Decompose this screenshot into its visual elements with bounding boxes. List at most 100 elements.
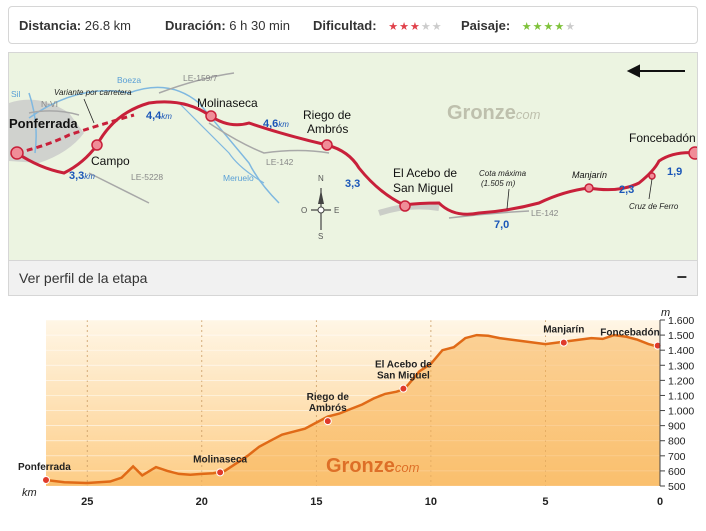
river-boeza: [28, 86, 280, 204]
duration-stat: Duración: 6 h 30 min: [165, 18, 290, 33]
map-watermark: Gronzecom: [447, 102, 541, 124]
compass-s: S: [318, 232, 323, 241]
y-tick-label: 1.400: [668, 345, 694, 357]
annotation-high-point-2: (1.505 m): [481, 179, 516, 188]
compass-e: E: [334, 206, 339, 215]
river-label-boeza: Boeza: [117, 75, 141, 85]
town-point-ponferrada: [10, 146, 24, 160]
waypoint-label: El Acebo de: [375, 360, 432, 371]
camino-route: [16, 100, 697, 216]
stage-map[interactable]: N S E O Gronzecom Ponferrada Campo Molin…: [8, 52, 698, 260]
stage-summary-bar: Distancia: 26.8 km Duración: 6 h 30 min …: [8, 6, 698, 44]
landscape-star-icon: ★: [543, 21, 555, 33]
road-label-n-vi: N-VI: [41, 99, 58, 109]
compass-rose-icon: [311, 188, 331, 230]
landscape-star-icon: ★: [532, 21, 544, 33]
town-point-manjarin: [584, 183, 594, 193]
waypoint-label: San Miguel: [377, 371, 430, 382]
waypoint-marker: [216, 468, 225, 477]
landscape-star-icon: ★: [554, 21, 566, 33]
label-foncebadon: Foncebadón: [629, 131, 696, 145]
waypoint-marker: [323, 417, 332, 426]
town-point-acebo: [399, 200, 411, 212]
landscape-star-icon: ★: [521, 21, 533, 33]
x-tick-label: 10: [425, 496, 437, 508]
y-axis-label: m: [661, 307, 670, 319]
difficulty-stat: Dificultad: ★★★★★: [313, 18, 443, 33]
distance-label: Distancia:: [19, 18, 82, 33]
landscape-label: Paisaje:: [461, 18, 511, 33]
x-tick-label: 5: [542, 496, 548, 508]
annotation-variant: Variante por carretera: [54, 88, 132, 97]
y-tick-label: 900: [668, 421, 686, 433]
difficulty-label: Dificultad:: [313, 18, 377, 33]
town-point-campo: [91, 139, 103, 151]
profile-toggle-label: Ver perfil de la etapa: [19, 270, 148, 286]
river-label-sil: Sil: [11, 89, 21, 99]
chart-watermark: Gronzecom: [326, 455, 420, 477]
segment-distance-5: 7,0: [494, 219, 509, 231]
road-le-159-7: [158, 72, 235, 94]
difficulty-star-icon: ★: [409, 21, 421, 33]
y-tick-label: 500: [668, 481, 686, 493]
road-label-le-142-b: LE-142: [531, 208, 559, 218]
label-riego-2: Ambrós: [307, 122, 348, 136]
road-label-le-159-7: LE-159/7: [183, 73, 218, 83]
waypoint-label: Ambrós: [309, 403, 347, 414]
distance-value: 26.8 km: [84, 18, 132, 33]
label-molinaseca: Molinaseca: [197, 96, 258, 110]
landscape-stat: Paisaje: ★★★★★: [461, 18, 576, 33]
road-le-5228: [88, 172, 150, 204]
x-tick-label: 20: [196, 496, 208, 508]
y-tick-label: 700: [668, 451, 686, 463]
waypoint-label: Molinaseca: [193, 454, 247, 465]
landscape-star-icon: ★: [565, 21, 577, 33]
waypoint-marker: [653, 341, 662, 350]
elevation-line: [45, 333, 661, 485]
label-manjarin: Manjarín: [572, 170, 607, 180]
x-axis-label: km: [22, 487, 37, 499]
cross-leader: [648, 178, 653, 200]
annotation-high-point-1: Cota máxima: [479, 169, 527, 178]
road-n-vi: [28, 110, 80, 116]
waypoint-label: Riego de: [307, 392, 350, 403]
distance-stat: Distancia: 26.8 km: [19, 18, 131, 33]
elevation-area: [46, 335, 660, 486]
high-point-leader: [506, 188, 510, 210]
waypoint-marker: [559, 338, 568, 347]
town-point-riego: [321, 139, 333, 151]
town-point-cruz: [648, 172, 656, 180]
compass-o: O: [301, 206, 307, 215]
y-tick-label: 600: [668, 466, 686, 478]
town-point-foncebadon: [688, 146, 697, 160]
segment-distance-4: 3,3: [345, 178, 360, 190]
road-le-142-a: [208, 122, 330, 154]
y-tick-label: 1.300: [668, 360, 694, 372]
duration-label: Duración:: [165, 18, 226, 33]
compass-n: N: [318, 174, 324, 183]
x-tick-label: 25: [81, 496, 93, 508]
segment-distance-7: 1,9: [667, 166, 682, 178]
difficulty-star-icon: ★: [399, 21, 410, 33]
direction-arrow-icon: [626, 64, 685, 78]
segment-distance-6: 2,3: [619, 184, 634, 196]
waypoint-label: Manjarín: [543, 325, 584, 336]
profile-toggle-bar[interactable]: Ver perfil de la etapa −: [8, 260, 698, 296]
variant-leader: [83, 98, 95, 124]
label-acebo-2: San Miguel: [393, 181, 453, 195]
y-tick-label: 800: [668, 436, 686, 448]
collapse-icon[interactable]: −: [676, 267, 687, 287]
label-riego-1: Riego de: [303, 108, 351, 122]
segment-distance-3: 4,6km: [263, 118, 289, 130]
difficulty-rating: ★★★★★: [388, 20, 442, 33]
y-tick-label: 1.200: [668, 375, 694, 387]
waypoint-marker: [399, 384, 408, 393]
duration-value: 6 h 30 min: [229, 18, 290, 33]
annotation-cross: Cruz de Ferro: [629, 202, 679, 211]
segment-distance-1: 3,3km: [69, 170, 95, 182]
label-acebo-1: El Acebo de: [393, 166, 457, 180]
river-sil: [28, 92, 37, 154]
road-label-le-5228: LE-5228: [131, 172, 163, 182]
road-label-le-142-a: LE-142: [266, 157, 294, 167]
waypoint-marker: [42, 475, 50, 484]
